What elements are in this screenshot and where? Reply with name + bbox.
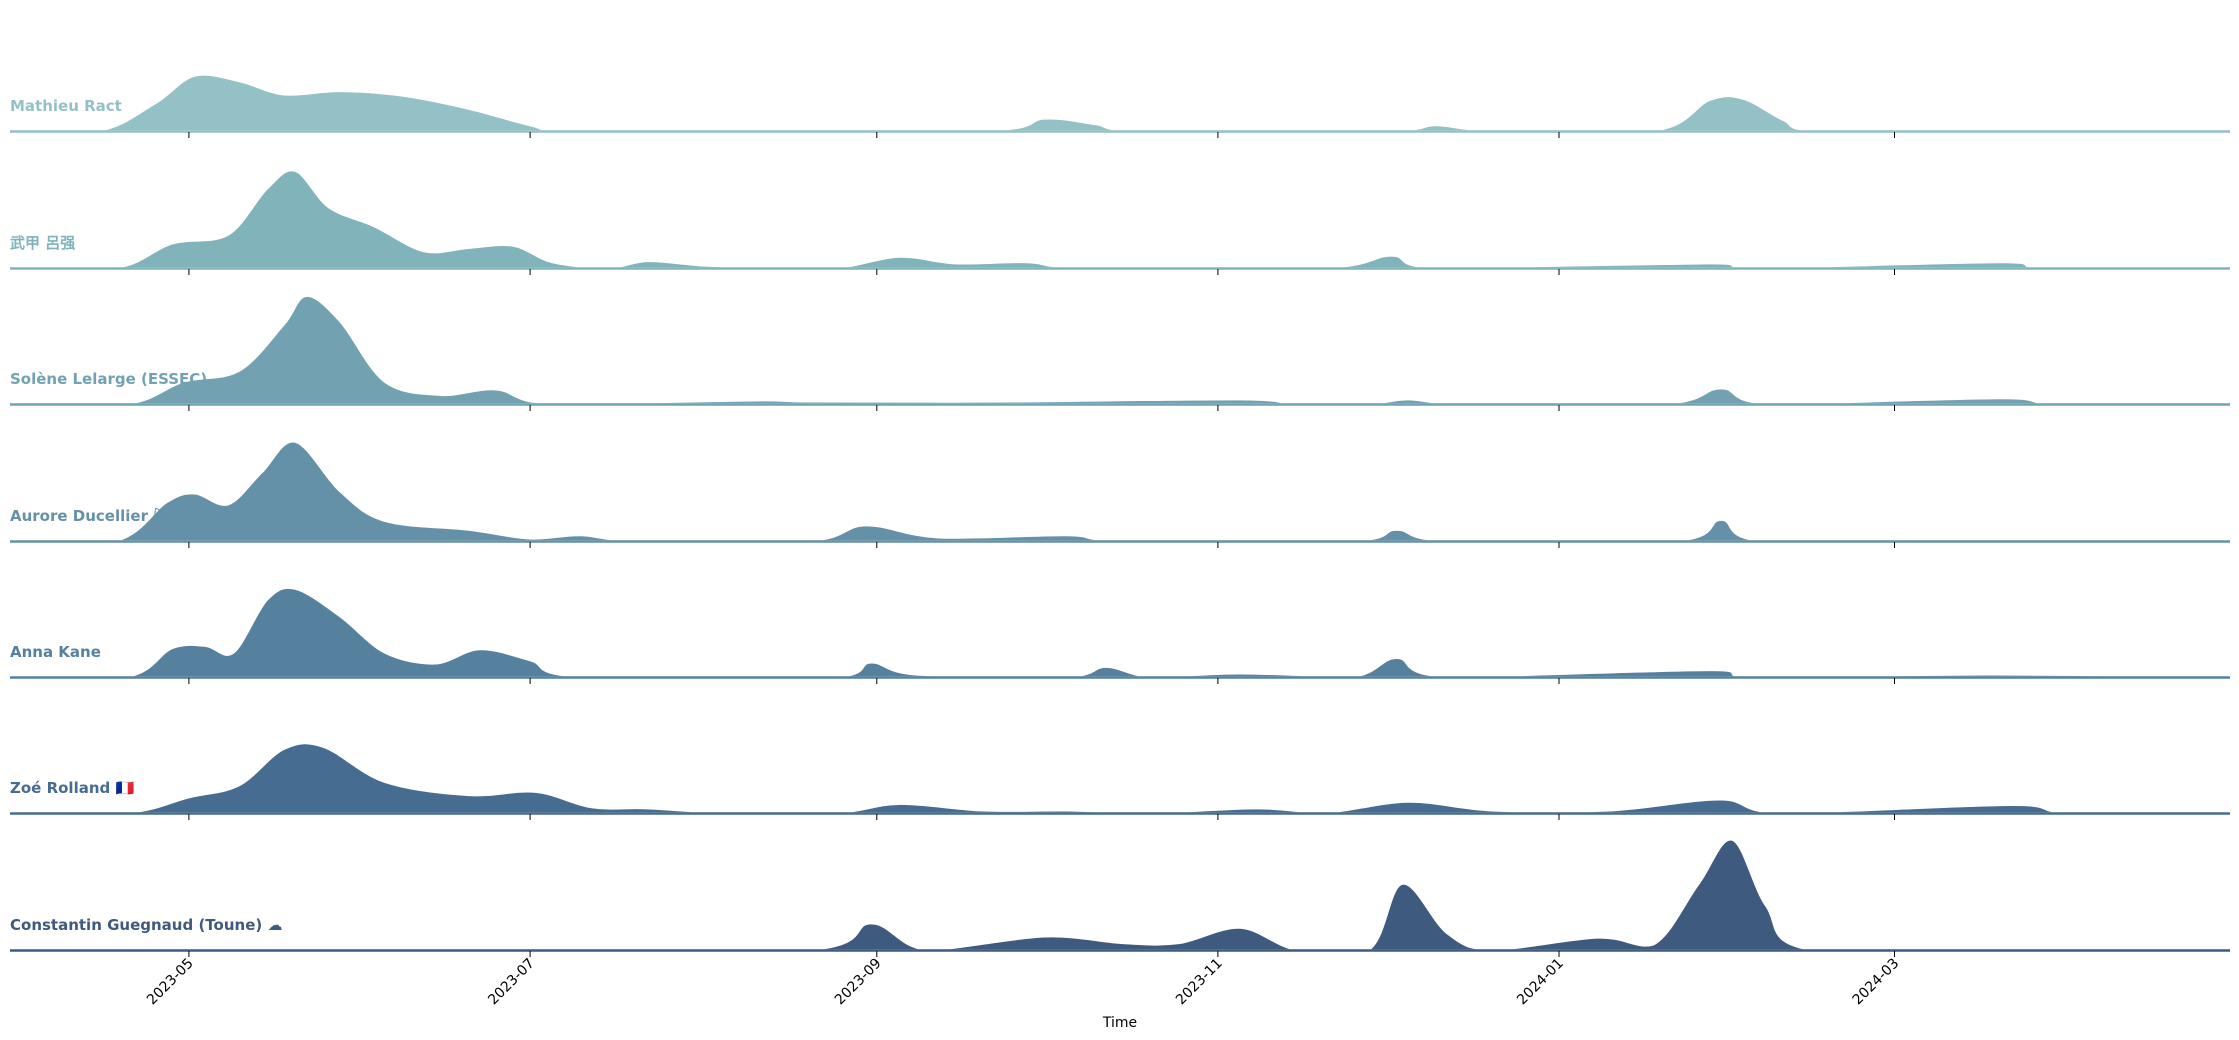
ridge-area (10, 169, 2230, 269)
ridge-row: Solène Lelarge (ESSEC) (9, 295, 2230, 406)
ridges: Mathieu Ract 武甲 呂强 Solène Lelarge (ESSEC) A… (9, 74, 2231, 952)
ridge-label: 武甲 呂强 (10, 234, 75, 252)
ridge-row: Constantin Guegnaud (Toune) ☁ (9, 839, 2230, 952)
ridge-area (10, 587, 2231, 678)
x-tick-label: 2023-11 (1173, 956, 1226, 1009)
ridge-label: Zoé Rolland 🇫🇷 (10, 779, 134, 797)
ridge-label: Constantin Guegnaud (Toune) ☁ (10, 916, 282, 934)
x-tick-label: 2024-01 (1514, 956, 1567, 1009)
ridge-label: Anna Kane (10, 643, 101, 661)
ridge-row: Mathieu Ract (10, 74, 2230, 133)
ridge-area (10, 74, 2230, 132)
ridge-area (9, 839, 2230, 951)
ridge-row: Zoé Rolland 🇫🇷 (10, 742, 2230, 815)
x-tick-label: 2023-09 (832, 956, 885, 1009)
x-tick-label: 2024-03 (1850, 956, 1903, 1009)
ridge-area (10, 742, 2230, 814)
x-tick-label: 2023-07 (485, 956, 538, 1009)
ridge-row: 武甲 呂强 (10, 169, 2230, 270)
ridge-label: Mathieu Ract (10, 97, 122, 115)
ridge-row: Anna Kane (10, 587, 2231, 679)
ridge-area (9, 295, 2230, 405)
x-tick-label: 2023-05 (144, 956, 197, 1009)
x-axis-title: Time (1102, 1015, 1137, 1031)
ridge-label: Solène Lelarge (ESSEC) (10, 370, 207, 388)
ridge-row: Aurore Ducellier 😺 (9, 441, 2230, 543)
ridge-area (9, 441, 2230, 542)
ridge-label: Aurore Ducellier 😺 (10, 507, 169, 525)
